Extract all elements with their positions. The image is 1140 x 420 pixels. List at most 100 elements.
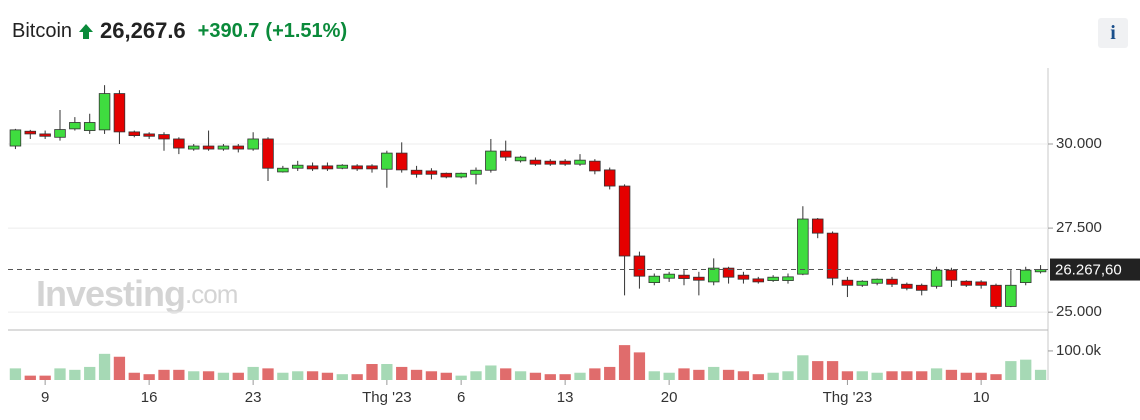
candle-body <box>83 122 96 131</box>
x-tick-label: 6 <box>457 389 465 406</box>
candle-body <box>128 131 141 137</box>
candle-body <box>9 129 22 147</box>
volume-bar <box>84 366 96 380</box>
volume-bar <box>351 374 363 380</box>
y-tick-label: 25.000 <box>1056 303 1102 320</box>
candle-body <box>69 122 81 130</box>
candle-body <box>797 218 809 275</box>
candle-body <box>470 169 482 175</box>
volume-bar <box>113 356 126 380</box>
candle-body <box>722 267 735 278</box>
volume-bar <box>143 374 155 380</box>
candle-body <box>277 167 289 173</box>
volume-bar <box>425 371 438 380</box>
candle-body <box>559 160 571 165</box>
candle-body <box>351 165 363 170</box>
candle-body <box>187 145 200 150</box>
volume-bar <box>544 374 556 380</box>
volume-bar <box>217 372 230 380</box>
candle-body <box>217 145 230 150</box>
candle-body <box>544 160 557 165</box>
volume-bar <box>678 368 690 380</box>
volume-bar <box>960 372 972 380</box>
volume-bar <box>856 371 868 380</box>
info-button[interactable]: i <box>1098 18 1128 48</box>
volume-bar <box>98 353 111 380</box>
volume-bar <box>618 345 631 380</box>
volume-bar <box>202 371 215 380</box>
volume-bar <box>1034 369 1047 380</box>
volume-bar <box>663 372 675 380</box>
candle-body <box>901 283 913 289</box>
candle-body <box>990 284 1002 307</box>
candle-body <box>930 269 943 287</box>
volume-bar <box>485 365 497 380</box>
candle-body <box>321 165 334 170</box>
volume-bar <box>336 374 348 380</box>
candle-body <box>1005 284 1017 307</box>
candle-body <box>455 172 467 178</box>
candle-body <box>975 281 987 286</box>
candle-body <box>752 278 765 283</box>
candle-body <box>856 280 869 286</box>
x-tick-label: Thg '23 <box>823 389 873 406</box>
candle-body <box>1034 269 1047 273</box>
x-tick-label: 13 <box>557 389 574 406</box>
volume-bar <box>173 369 185 380</box>
volume-bar <box>470 371 482 380</box>
candle-body <box>232 145 245 150</box>
candle-body <box>886 278 898 285</box>
volume-bar <box>188 371 200 380</box>
volume-bar <box>633 352 646 380</box>
volume-bar <box>366 364 378 380</box>
watermark-suffix: .com <box>185 279 237 309</box>
volume-bar <box>604 366 616 380</box>
volume-bar <box>158 369 170 380</box>
y-tick-label: 30.000 <box>1056 135 1102 152</box>
volume-bar <box>945 369 958 380</box>
x-tick-label: 23 <box>245 389 262 406</box>
volume-bar <box>886 371 898 380</box>
candle-body <box>262 138 274 169</box>
volume-bar <box>381 364 393 380</box>
watermark: Investing.com <box>36 273 237 314</box>
candle-body <box>202 145 215 150</box>
candle-body <box>336 164 349 169</box>
volume-bar <box>306 371 319 380</box>
volume-bar <box>648 371 660 380</box>
candle-body <box>499 150 512 158</box>
volume-bar <box>722 369 735 380</box>
watermark-main: Investing <box>36 273 185 314</box>
volume-bar <box>841 371 854 380</box>
volume-bar <box>24 375 36 380</box>
candle-body <box>158 134 170 140</box>
volume-bar <box>901 371 913 380</box>
volume-bar <box>1005 361 1017 380</box>
candle-body <box>410 169 423 175</box>
volume-bar <box>529 372 542 380</box>
candle-body <box>39 133 51 137</box>
candle-body <box>173 138 185 149</box>
volume-bar <box>826 361 839 380</box>
candle-body <box>395 152 408 171</box>
volume-bar <box>930 368 943 380</box>
volume-bar <box>514 371 527 380</box>
candle-body <box>306 165 319 170</box>
y2-tick-label: 100.0k <box>1056 342 1102 359</box>
x-tick-label: 20 <box>661 389 678 406</box>
volume-bar <box>916 371 928 380</box>
volume-bar <box>782 371 794 380</box>
volume-bar <box>247 366 259 380</box>
candle-body <box>915 284 928 291</box>
candle-body <box>589 160 601 172</box>
candle-body <box>618 185 631 257</box>
candle-body <box>945 269 958 281</box>
asset-name: Bitcoin <box>12 19 73 42</box>
x-tick-label: 16 <box>141 389 158 406</box>
volume-bar <box>871 372 883 380</box>
candle-body <box>707 267 720 283</box>
volume-bar <box>455 375 467 380</box>
volume-bar <box>500 368 512 380</box>
candle-body <box>811 218 824 234</box>
